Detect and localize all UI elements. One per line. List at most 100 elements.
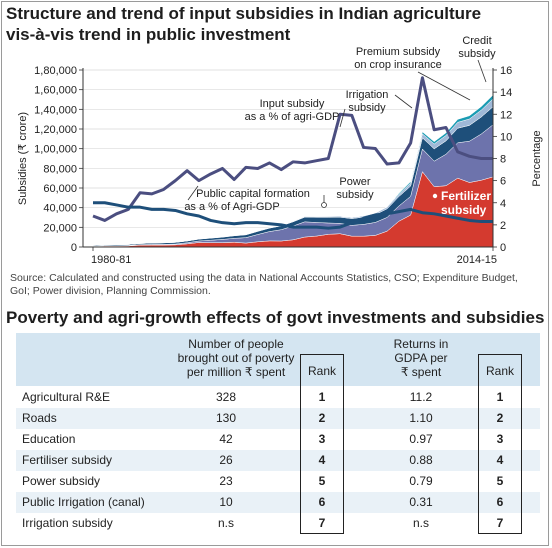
table-row: Roads 130 2 1.10 2	[16, 408, 540, 429]
poverty-rank: 3	[318, 432, 326, 446]
right-tick-label: 8	[500, 154, 506, 166]
chart-title-line2: vis-à-vis trend in public investment	[6, 25, 291, 44]
header-returns-line1: Returns in	[393, 337, 449, 351]
left-tick-label: 1,40,000	[34, 104, 77, 116]
annot-public-capital-1: Public capital formation	[196, 188, 310, 200]
poverty-rank: 6	[318, 495, 326, 509]
annot-input-subsidy-1: Input subsidy	[260, 98, 325, 110]
subsidy-chart: 0 20,000 40,000 60,000 80,000 1,00,000 1,20,00…	[17, 35, 543, 266]
annotations: Input subsidy as a % of agri-GDP Irrigat…	[184, 35, 496, 217]
row-label: Irrigation subsidy	[22, 516, 113, 530]
table-row: Education 42 3 0.97 3	[16, 429, 540, 450]
line-public-capital-formation-as-a-of-agri-gdp	[93, 201, 493, 230]
header-returns-line3: ₹ spent	[400, 365, 442, 379]
annot-irrigation-1: Irrigation	[346, 89, 389, 101]
poverty-value: 26	[219, 453, 233, 467]
returns-value: 0.97	[409, 432, 433, 446]
returns-rank: 2	[496, 411, 504, 425]
returns-rank: 1	[496, 390, 504, 404]
x-tick-label: 2014-15	[457, 254, 497, 266]
right-tick-label: 6	[500, 176, 506, 188]
left-tick-label: 0	[71, 242, 77, 254]
table-row: Power subsidy 23 5 0.79 5	[16, 471, 540, 492]
header-returns-line2: GDPA per	[394, 351, 448, 365]
left-tick-label: 80,000	[43, 163, 77, 175]
poverty-value: 10	[219, 495, 233, 509]
poverty-rank: 1	[318, 390, 326, 404]
leader-premium	[417, 71, 471, 101]
source-note: Source: Calculated and constructed using…	[10, 272, 518, 297]
row-label: Agricultural R&E	[22, 390, 111, 404]
poverty-value: n.s	[217, 516, 234, 530]
header-poverty: Number of people brought out of poverty …	[166, 337, 306, 379]
leader-credit	[477, 59, 487, 83]
fertilizer-marker	[432, 193, 438, 199]
annot-premium-1: Premium subsidy	[356, 46, 441, 58]
annot-credit-1: Credit	[462, 35, 491, 47]
leader-public-capital	[187, 185, 199, 201]
annot-public-capital-2: as a % of Agri-GDP	[184, 201, 279, 213]
annot-fertilizer-1: Fertilizer	[441, 189, 491, 203]
returns-value: n.s	[412, 516, 429, 530]
header-returns: Returns in GDPA per ₹ spent	[381, 337, 461, 379]
left-tick-label: 60,000	[43, 183, 77, 195]
table-row: Irrigation subsidy n.s 7 n.s 7	[16, 513, 540, 534]
table-title: Poverty and agri-growth effects of govt …	[6, 308, 545, 327]
poverty-rank: 4	[318, 453, 326, 467]
table-row: Fertiliser subsidy 26 4 0.88 4	[16, 450, 540, 471]
row-label: Fertiliser subsidy	[22, 453, 113, 467]
left-tick-label: 1,20,000	[34, 124, 77, 136]
right-tick-label: 10	[500, 131, 512, 143]
rank-box-poverty	[300, 354, 344, 534]
annot-input-subsidy-2: as a % of agri-GDP	[245, 111, 340, 123]
header-poverty-line1: Number of people	[188, 337, 284, 351]
returns-value: 0.88	[409, 453, 433, 467]
left-tick-label: 1,80,000	[34, 65, 77, 77]
annot-irrigation-2: subsidy	[348, 102, 386, 114]
poverty-value: 23	[219, 474, 233, 488]
annot-premium-2: on crop insurance	[354, 59, 441, 71]
returns-rank: 3	[496, 432, 504, 446]
annot-fertilizer-2: subsidy	[441, 203, 487, 217]
left-tick-label: 1,60,000	[34, 85, 77, 97]
poverty-value: 328	[215, 390, 237, 404]
row-label: Power subsidy	[22, 474, 101, 488]
row-label: Public Irrigation (canal)	[22, 495, 145, 509]
leader-input-subsidy	[339, 108, 346, 128]
right-tick-label: 2	[500, 220, 506, 232]
header-rank-1: Rank	[307, 364, 336, 378]
chart-title-line1: Structure and trend of input subsidies i…	[6, 4, 482, 23]
percentage-lines	[92, 76, 493, 230]
returns-value: 11.2	[409, 390, 433, 404]
header-poverty-line2: brought out of poverty	[177, 351, 295, 365]
annot-power-2: subsidy	[336, 189, 374, 201]
leader-irrigation	[394, 94, 413, 109]
left-tick-label: 20,000	[43, 222, 77, 234]
table-row: Public Irrigation (canal) 10 6 0.31 6	[16, 492, 540, 513]
poverty-value: 42	[219, 432, 233, 446]
returns-value: 1.10	[409, 411, 433, 425]
returns-rank: 4	[496, 453, 504, 467]
returns-value: 0.79	[409, 474, 433, 488]
right-tick-label: 4	[500, 198, 506, 210]
header-rank-2: Rank	[485, 364, 514, 378]
header-poverty-line3: per million ₹ spent	[186, 365, 286, 379]
line-input-subsidy-as-a-of-agri-gdp	[92, 76, 493, 222]
power-marker	[321, 202, 327, 208]
annot-credit-2: subsidy	[458, 48, 496, 60]
left-tick-label: 1,00,000	[34, 144, 77, 156]
returns-rank: 6	[496, 495, 504, 509]
rank-box-returns	[478, 354, 522, 534]
x-tick-label: 1980-81	[91, 254, 131, 266]
poverty-rank: 7	[318, 516, 326, 530]
right-tick-label: 0	[500, 242, 506, 254]
y-axis-label-left: Subsidies (₹ crore)	[17, 112, 29, 205]
right-tick-label: 12	[500, 109, 512, 121]
table-row: Agricultural R&E 328 1 11.2 1	[16, 387, 540, 408]
table-header: Number of people brought out of poverty …	[16, 333, 540, 386]
returns-rank: 7	[496, 516, 504, 530]
poverty-value: 130	[215, 411, 237, 425]
annot-power-1: Power	[339, 176, 371, 188]
row-label: Roads	[22, 411, 57, 425]
